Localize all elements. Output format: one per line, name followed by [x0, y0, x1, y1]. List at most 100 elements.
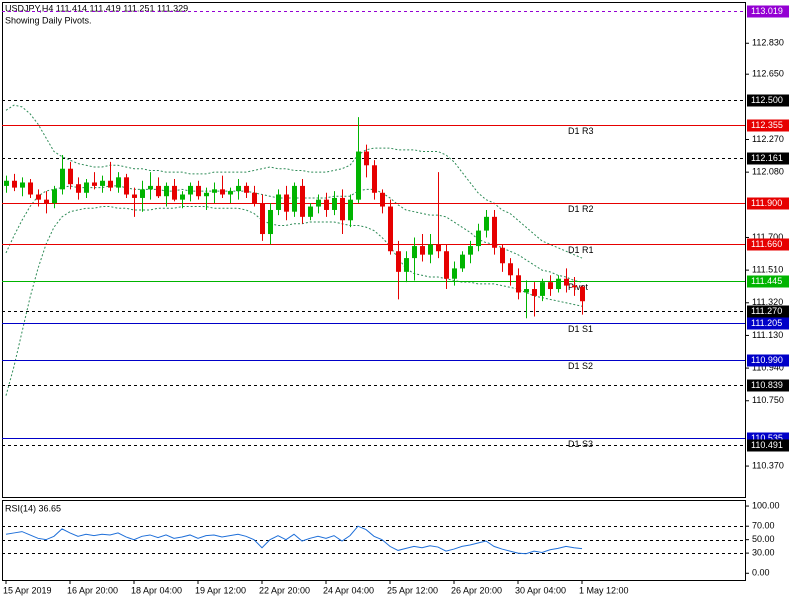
- candle-body: [244, 185, 249, 193]
- level-tag: 110.491: [751, 440, 783, 450]
- candle-body: [4, 180, 9, 186]
- candle-body: [100, 180, 105, 186]
- candle-body: [60, 168, 65, 190]
- level-tag: 110.839: [751, 380, 783, 390]
- candle-body: [372, 165, 377, 193]
- candle-body: [220, 189, 225, 195]
- candle-body: [556, 278, 561, 290]
- candle-body: [260, 203, 265, 235]
- candle-body: [252, 192, 257, 204]
- y-tick-label: 111.320: [752, 297, 783, 307]
- candle-body: [124, 177, 129, 195]
- level-tag: 111.205: [751, 318, 782, 328]
- rsi-line: [5, 525, 583, 555]
- candle-body: [548, 282, 553, 290]
- y-tick-label: 0.00: [752, 568, 770, 578]
- x-tick-label: 26 Apr 20:00: [451, 585, 502, 595]
- candle-body: [188, 185, 193, 195]
- level-tag: 113.019: [751, 6, 783, 16]
- x-tick-label: 22 Apr 20:00: [259, 585, 310, 595]
- candle-body: [380, 192, 385, 207]
- x-tick-label: 30 Apr 04:00: [515, 585, 566, 595]
- candle-body: [212, 189, 217, 193]
- rsi-title: RSI(14) 36.65: [5, 503, 61, 513]
- candle-body: [148, 185, 153, 190]
- y-tick-label: 110.750: [752, 395, 784, 405]
- symbol-line: USDJPY,H4 111.414 111.419 111.251 111.32…: [5, 3, 188, 13]
- candle-body: [564, 278, 569, 286]
- x-tick-label: 24 Apr 04:00: [323, 585, 374, 595]
- y-tick-label: 50.00: [752, 534, 775, 544]
- level-tag: 112.500: [751, 95, 783, 105]
- level-tag: 112.161: [751, 153, 783, 163]
- candle-body: [412, 246, 417, 259]
- x-tick-label: 15 Apr 2019: [3, 585, 52, 595]
- candle-body: [28, 182, 33, 195]
- candle-body: [572, 285, 577, 288]
- y-tick-label: 111.130: [752, 330, 783, 340]
- candle-body: [284, 194, 289, 212]
- level-tag: 111.270: [751, 306, 782, 316]
- candle-body: [324, 199, 329, 210]
- y-tick-label: 112.080: [752, 167, 784, 177]
- candle-body: [140, 189, 145, 198]
- y-tick-label: 100.00: [752, 500, 780, 510]
- x-tick-label: 16 Apr 20:00: [67, 585, 118, 595]
- candle-body: [12, 180, 17, 188]
- level-tag-box: [747, 197, 789, 210]
- level-name: D1 S2: [568, 361, 593, 371]
- candle-body: [532, 289, 537, 296]
- level-tag-box: [747, 275, 789, 288]
- candle-body: [300, 185, 305, 217]
- candle-body: [356, 151, 361, 200]
- level-name: D1 R3: [568, 126, 594, 136]
- candle-body: [132, 194, 137, 198]
- level-tag: 111.660: [751, 239, 782, 249]
- candle-body: [580, 286, 585, 302]
- candle-body: [84, 182, 89, 193]
- level-tag-box: [747, 238, 789, 251]
- candle-body: [484, 216, 489, 231]
- level-tag: 110.535: [751, 433, 783, 443]
- level-name: Pivot: [568, 282, 589, 292]
- candle-body: [276, 194, 281, 210]
- level-tag-box: [747, 354, 789, 367]
- candle-body: [468, 246, 473, 255]
- level-tag-box: [747, 5, 789, 18]
- y-tick-label: 110.940: [752, 362, 784, 372]
- candle-body: [156, 185, 161, 197]
- candle-body: [436, 244, 441, 252]
- candle-body: [292, 185, 297, 212]
- level-tag-box: [747, 94, 789, 107]
- candle-body: [540, 282, 545, 296]
- candle-body: [268, 209, 273, 235]
- x-tick-label: 19 Apr 12:00: [195, 585, 246, 595]
- band-line: [5, 206, 583, 396]
- level-tag-box: [747, 305, 789, 318]
- candle-body: [348, 199, 353, 221]
- candle-body: [36, 194, 41, 200]
- level-tag-box: [747, 119, 789, 132]
- candle-body: [196, 185, 201, 197]
- level-tag: 110.990: [751, 355, 783, 365]
- level-tag: 111.445: [751, 276, 782, 286]
- level-tag-box: [747, 317, 789, 330]
- candle-body: [44, 199, 49, 204]
- candle-body: [500, 247, 505, 264]
- x-tick-label: 25 Apr 12:00: [387, 585, 438, 595]
- level-tag: 112.355: [751, 120, 783, 130]
- candle-body: [420, 246, 425, 255]
- candle-body: [524, 289, 529, 293]
- candle-body: [404, 258, 409, 272]
- candle-body: [476, 230, 481, 247]
- y-tick-label: 112.270: [752, 134, 784, 144]
- candle-body: [76, 184, 81, 193]
- candle-body: [308, 206, 313, 217]
- candle-body: [108, 180, 113, 188]
- candle-body: [364, 151, 369, 166]
- y-tick-label: 112.830: [752, 38, 784, 48]
- level-name: D1 R2: [568, 204, 594, 214]
- y-tick-label: 111.510: [752, 265, 783, 275]
- candle-body: [316, 199, 321, 207]
- candle-body: [460, 254, 465, 269]
